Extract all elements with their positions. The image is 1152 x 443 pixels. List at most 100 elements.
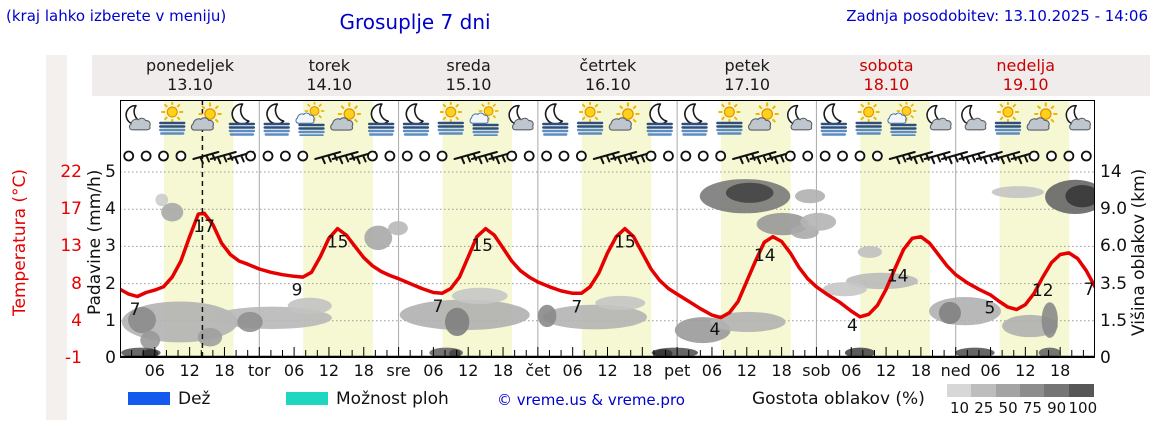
showers-legend-label: Možnost ploh (336, 389, 449, 409)
temperature-label: 14 (887, 267, 909, 287)
wind-calm-icon (367, 150, 378, 162)
wind-calm-icon (123, 150, 135, 162)
wind-calm-icon (837, 150, 848, 162)
cloud-blob (197, 327, 223, 347)
day-date: 18.10 (863, 75, 910, 94)
x-hour-label: 12 (318, 361, 340, 380)
weather-icon-moon-cloud (962, 106, 986, 130)
cloud-blob (938, 301, 961, 325)
wind-calm-icon (158, 150, 169, 162)
cloud-blob (1041, 302, 1058, 338)
temp-tick: 8 (71, 273, 82, 294)
chart-plot-area: 7 17 9 15 7 15 7 15 4 14 4 14 5 12 7 (118, 100, 1106, 359)
temp-tick: -1 (65, 348, 82, 368)
wind-calm-icon (280, 150, 291, 162)
wind-calm-icon (140, 150, 152, 162)
wind-calm-icon (819, 150, 831, 162)
cloud-blob (388, 221, 408, 236)
x-hour-label: 06 (283, 361, 305, 380)
density-segment (995, 384, 1021, 397)
cloud-blob (542, 304, 647, 330)
wind-calm-icon (802, 150, 814, 162)
cloud-blob (991, 186, 1044, 199)
day-header-sreda: sreda 15.10 (399, 56, 539, 94)
x-hour-label: 18 (214, 361, 235, 380)
cloud-blob (725, 182, 774, 203)
wind-calm-icon (384, 150, 396, 162)
weather-icon-moon-fog (230, 104, 254, 134)
day-date: 19.10 (1002, 75, 1049, 94)
location-hint: (kraj lahko izberete v meniju) (6, 7, 227, 25)
density-tick: 25 (974, 399, 994, 417)
temperature-label: 14 (754, 246, 776, 266)
temperature-label: 4 (709, 320, 720, 340)
showers-legend-swatch (286, 392, 328, 405)
left-axis-strip (46, 55, 67, 420)
x-hour-label: 06 (701, 361, 723, 380)
day-name: sobota (859, 56, 914, 75)
temperature-label: 4 (847, 316, 858, 336)
density-tick: 90 (1047, 399, 1067, 417)
temperature-label: 15 (327, 233, 349, 253)
weather-icon-moon-fog (822, 104, 846, 134)
x-hour-label: 06 (562, 361, 583, 380)
day-header-petek: petek 17.10 (677, 56, 817, 94)
wind-calm-icon (401, 150, 413, 162)
day-date: 13.10 (167, 75, 213, 94)
cloud-blob (364, 225, 393, 251)
day-header-band (92, 55, 1150, 96)
cloud-blob (451, 287, 508, 305)
rain-legend-label: Dež (178, 389, 211, 409)
day-header-torek: torek 14.10 (259, 56, 399, 94)
x-hour-label: 06 (980, 361, 1001, 380)
wind-calm-icon (523, 150, 535, 162)
temperature-label: 7 (1084, 280, 1095, 300)
x-hour-label: 12 (179, 361, 200, 380)
weather-icon-moon-cloud (1066, 106, 1090, 130)
wind-calm-icon (663, 150, 674, 162)
x-day-label: sob (802, 361, 831, 380)
copyright-link[interactable]: © vreme.us & vreme.pro (497, 391, 685, 409)
precip-tick: 4 (105, 199, 116, 220)
x-hour-label: 12 (875, 361, 897, 380)
temp-tick: 22 (60, 162, 82, 182)
wind-calm-icon (854, 150, 866, 162)
day-name: nedelja (996, 56, 1056, 75)
precip-tick: 3 (105, 236, 116, 257)
wind-calm-icon (506, 150, 518, 162)
density-segment (1068, 384, 1094, 397)
meteogram-canvas: 7 17 9 15 7 15 7 15 4 14 4 14 5 12 7 (118, 100, 1106, 359)
density-tick: 50 (998, 399, 1018, 417)
wind-calm-icon (871, 150, 883, 162)
cloud-tick: 9.0 (1100, 199, 1128, 220)
cloud-blob (794, 189, 826, 204)
cloud-tick: 14 (1100, 162, 1122, 182)
x-day-label: pet (664, 361, 691, 380)
x-day-label: tor (247, 361, 271, 380)
wind-calm-icon (1046, 150, 1057, 162)
wind-calm-icon (715, 150, 727, 162)
cloud-blob (128, 307, 156, 334)
wind-calm-icon (541, 150, 552, 162)
cloud-blob (537, 304, 557, 328)
wind-calm-icon (1063, 150, 1075, 162)
rain-legend-swatch (128, 392, 170, 405)
day-name: petek (724, 56, 770, 75)
day-name: četrtek (579, 56, 637, 75)
weather-icon-moon-fog (648, 104, 672, 134)
day-date: 17.10 (724, 75, 771, 94)
x-hour-label: 12 (597, 361, 618, 380)
precip-tick: 2 (105, 273, 116, 294)
wind-calm-icon (175, 150, 187, 162)
x-hour-label: 12 (1015, 361, 1036, 380)
cloud-blob (800, 212, 837, 231)
cloud-blob (161, 202, 184, 222)
weather-icon-moon-cloud (509, 106, 533, 130)
wind-calm-icon (784, 150, 796, 162)
temperature-label: 15 (471, 236, 493, 256)
last-update: Zadnja posodobitev: 13.10.2025 - 14:06 (846, 7, 1148, 25)
day-name: ponedeljek (146, 56, 234, 75)
weather-icon-moon-fog (369, 104, 393, 134)
x-hour-label: 06 (841, 361, 862, 380)
temp-tick: 4 (71, 310, 82, 331)
